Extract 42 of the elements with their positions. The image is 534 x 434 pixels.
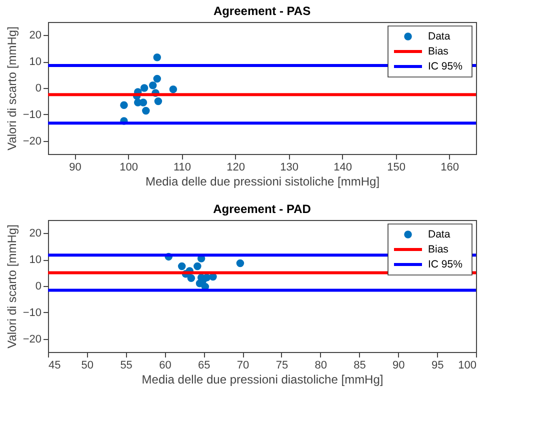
ref-line-label: IC 95% xyxy=(428,258,462,270)
chart-title: Agreement - PAD xyxy=(213,202,312,216)
y-tick-label: −10 xyxy=(22,108,42,121)
y-tick-label: −20 xyxy=(22,135,42,148)
x-tick-label: 90 xyxy=(392,360,405,372)
y-tick-label: 20 xyxy=(29,228,42,240)
x-tick-label: 95 xyxy=(431,360,444,372)
legend-label: Bias xyxy=(428,46,448,58)
y-tick-label: 10 xyxy=(29,254,42,266)
legend-label: Data xyxy=(428,228,450,240)
y-tick-label: 20 xyxy=(29,30,42,42)
ref-line-label: IC 95% xyxy=(428,60,462,72)
y-tick-label: 0 xyxy=(35,82,42,94)
y-axis-title: Valori di scarto [mmHg] xyxy=(4,224,19,348)
y-tick-label: 0 xyxy=(35,280,42,292)
x-tick-label: 130 xyxy=(280,162,298,174)
chart-title: Agreement - PAS xyxy=(213,4,311,18)
x-tick-label: 70 xyxy=(236,360,250,372)
legend-label: Bias xyxy=(428,244,448,256)
x-tick-label: 65 xyxy=(198,360,210,372)
x-tick-label: 160 xyxy=(440,162,459,174)
x-axis-title: Media delle due pressioni sistoliche [mmHg] xyxy=(145,174,380,188)
x-tick-label: 100 xyxy=(458,360,476,372)
y-tick-label: −20 xyxy=(22,333,42,346)
x-tick-label: 85 xyxy=(354,360,366,372)
x-tick-label: 50 xyxy=(81,360,94,372)
x-tick-label: 150 xyxy=(387,162,406,174)
y-axis-title: Valori di scarto [mmHg] xyxy=(4,26,19,150)
legend-label: Data xyxy=(428,30,450,42)
x-tick-label: 100 xyxy=(120,162,138,174)
y-tick-label: −10 xyxy=(22,306,42,319)
x-tick-label: 75 xyxy=(276,360,288,372)
x-tick-label: 90 xyxy=(69,162,82,174)
x-tick-label: 120 xyxy=(226,162,245,174)
x-tick-label: 80 xyxy=(314,360,327,372)
x-tick-label: 110 xyxy=(173,162,192,174)
x-tick-label: 45 xyxy=(48,360,61,372)
x-tick-label: 55 xyxy=(120,360,132,372)
x-axis-title: Media delle due pressioni diastoliche [mmHg] xyxy=(142,372,384,386)
x-tick-label: 60 xyxy=(159,360,172,372)
x-tick-label: 140 xyxy=(334,162,352,174)
y-tick-label: 10 xyxy=(29,56,42,68)
